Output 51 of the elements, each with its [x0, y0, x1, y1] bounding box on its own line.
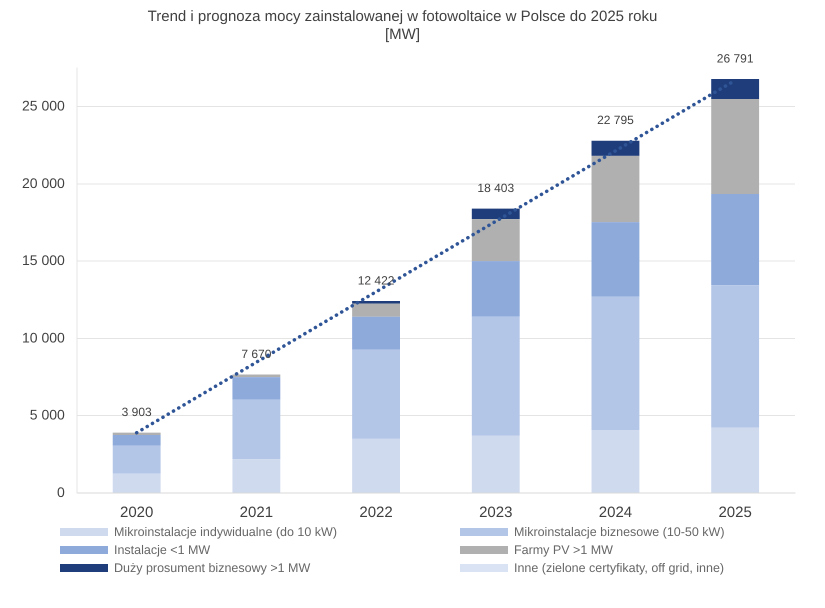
bar	[352, 304, 400, 317]
bar	[232, 377, 280, 400]
bar	[232, 459, 280, 492]
bar	[232, 374, 280, 378]
legend-label: Mikroinstalacje indywidualne (do 10 kW)	[114, 525, 338, 539]
y-tick-label: 0	[57, 484, 66, 500]
legend-label: Instalacje <1 MW	[114, 543, 210, 557]
total-label: 3 903	[122, 404, 152, 419]
bar	[352, 316, 400, 350]
x-tick-label: 2021	[240, 504, 274, 522]
total-label: 12 422	[358, 273, 395, 288]
x-tick-label: 2024	[598, 504, 632, 522]
total-label: 26 791	[716, 51, 754, 66]
total-label: 22 795	[597, 113, 634, 128]
legend-label: Duży prosument biznesowy >1 MW	[114, 561, 310, 575]
y-tick-label: 25 000	[22, 97, 66, 114]
bar	[592, 156, 640, 222]
bar	[472, 219, 520, 262]
bar	[711, 285, 760, 428]
bar	[232, 400, 280, 460]
bar	[112, 474, 161, 492]
y-tick-label: 10 000	[22, 329, 66, 346]
bar	[592, 140, 640, 156]
x-tick-label: 2023	[479, 504, 512, 522]
bar	[472, 261, 520, 317]
bar	[711, 428, 760, 492]
bar	[352, 438, 400, 492]
legend-label: Farmy PV >1 MW	[514, 543, 613, 557]
x-tick-label: 2020	[120, 504, 154, 522]
bar	[112, 446, 161, 474]
bar	[711, 194, 760, 286]
bar	[592, 296, 640, 430]
bar	[592, 430, 640, 492]
y-tick-label: 20 000	[22, 174, 66, 191]
bar	[711, 78, 760, 100]
bar	[472, 316, 520, 436]
bar	[592, 222, 640, 297]
legend-label: Inne (zielone certyfikaty, off grid, inne)	[514, 561, 724, 575]
x-tick-label: 2025	[718, 504, 752, 522]
bar	[352, 350, 400, 439]
bar	[472, 436, 520, 492]
bar	[112, 435, 161, 446]
y-tick-label: 15 000	[22, 252, 66, 268]
bar	[711, 99, 760, 194]
total-label: 18 403	[477, 180, 514, 195]
bar	[472, 208, 520, 220]
x-tick-label: 2022	[359, 504, 393, 522]
legend-label: Mikroinstalacje biznesowe (10-50 kW)	[514, 525, 724, 539]
y-tick-label: 5 000	[30, 406, 66, 423]
chart-title: Trend i prognoza mocy zainstalowanej w fotowoltaice w Polsce do 2025 roku [MW]	[148, 8, 658, 44]
total-label: 7 670	[241, 346, 272, 361]
